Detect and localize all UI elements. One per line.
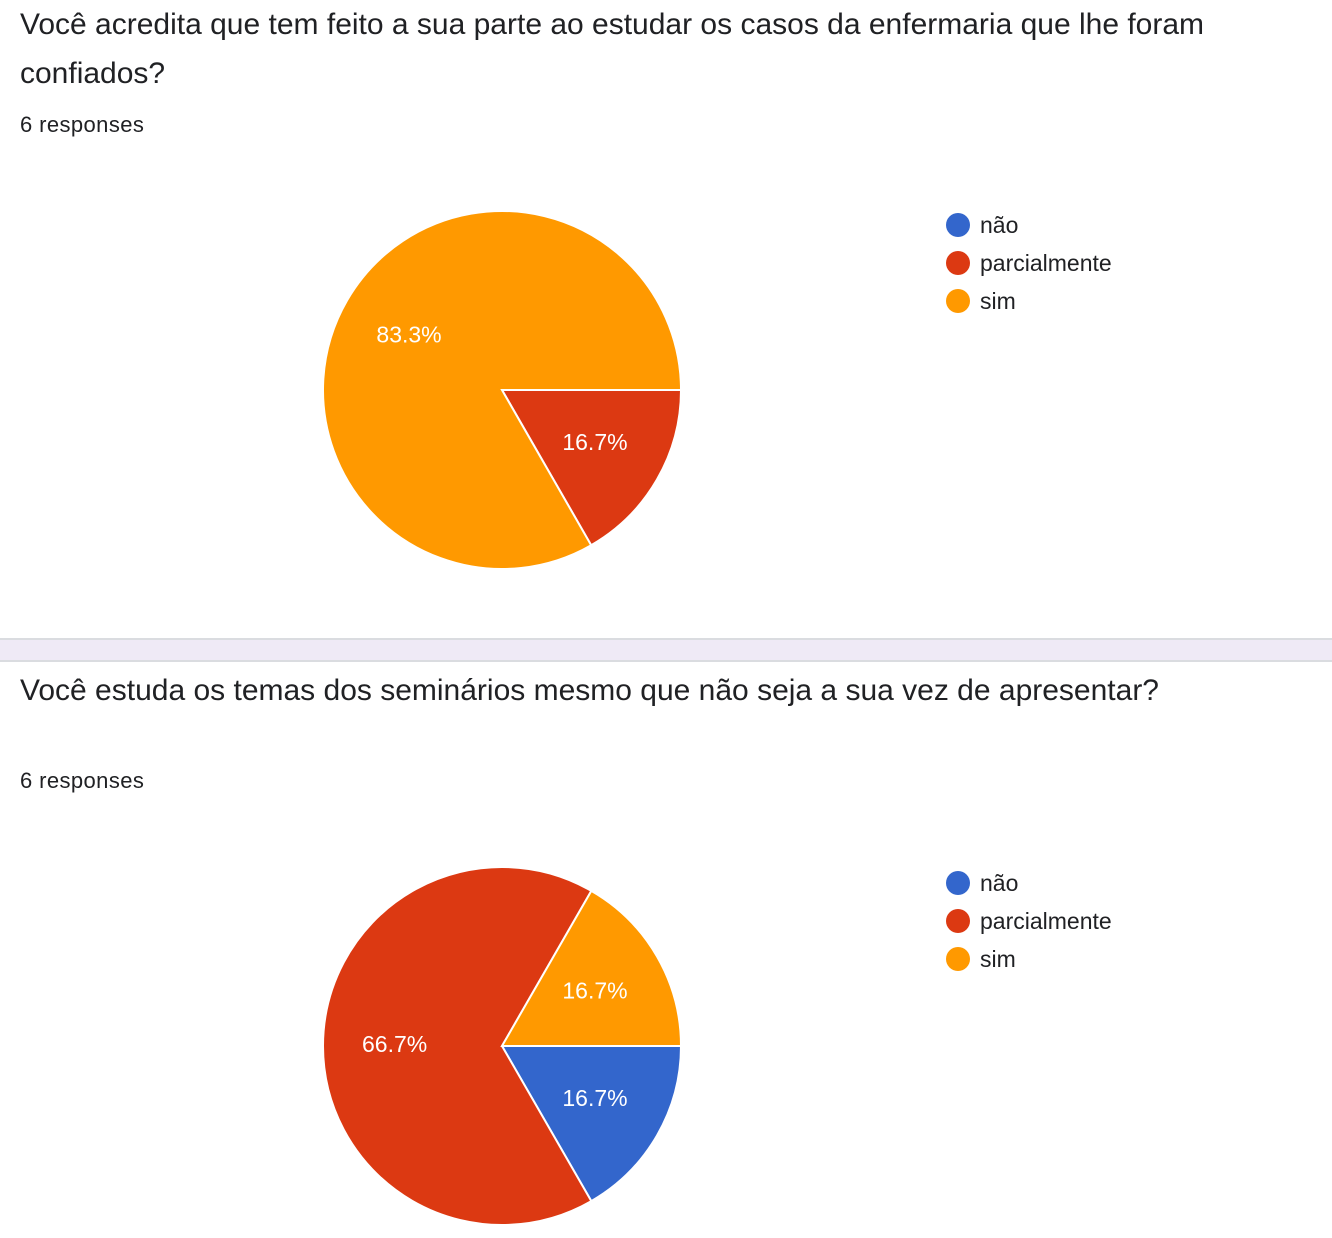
slice-percent-label: 16.7%: [562, 429, 627, 455]
slice-percent-label: 16.7%: [562, 977, 627, 1003]
chart-legend: não parcialmente sim: [946, 206, 1112, 320]
legend-dot-icon: [946, 213, 970, 237]
pie-slice-sim[interactable]: [322, 210, 683, 570]
response-count: 6 responses: [20, 768, 145, 793]
pie-slice-parcialmente[interactable]: [322, 866, 593, 1226]
pie-slice-parcialmente[interactable]: [500, 389, 683, 547]
slice-percent-label: 83.3%: [376, 321, 441, 347]
question-title: Você estuda os temas dos seminários mesm…: [20, 674, 1159, 707]
legend-label: parcialmente: [980, 249, 1112, 276]
section-divider: [0, 638, 1332, 662]
question-title: Você acredita que tem feito a sua parte …: [20, 8, 1205, 90]
legend-item-nao[interactable]: não: [946, 864, 1112, 902]
pie-slice-não[interactable]: [500, 1045, 683, 1203]
legend-dot-icon: [946, 289, 970, 313]
legend-dot-icon: [946, 947, 970, 971]
pie-chart: 16.7% 66.7% 16.7%: [322, 866, 683, 1226]
legend-label: sim: [980, 287, 1016, 314]
legend-item-sim[interactable]: sim: [946, 940, 1112, 978]
slice-percent-label: 66.7%: [362, 1031, 427, 1057]
legend-label: parcialmente: [980, 907, 1112, 934]
legend-item-nao[interactable]: não: [946, 206, 1112, 244]
chart-legend: não parcialmente sim: [946, 864, 1112, 978]
legend-item-sim[interactable]: sim: [946, 282, 1112, 320]
legend-item-parcialmente[interactable]: parcialmente: [946, 902, 1112, 940]
legend-label: não: [980, 211, 1019, 238]
legend-dot-icon: [946, 871, 970, 895]
legend-dot-icon: [946, 251, 970, 275]
legend-label: sim: [980, 945, 1016, 972]
response-count: 6 responses: [20, 112, 145, 137]
slice-percent-label: 16.7%: [562, 1085, 627, 1111]
legend-label: não: [980, 869, 1019, 896]
question-card-1: Você acredita que tem feito a sua parte …: [20, 8, 1205, 570]
legend-item-parcialmente[interactable]: parcialmente: [946, 244, 1112, 282]
pie-slice-sim[interactable]: [500, 889, 683, 1047]
legend-dot-icon: [946, 909, 970, 933]
question-card-2: Você estuda os temas dos seminários mesm…: [0, 662, 1332, 1234]
pie-chart: 16.7% 83.3%: [322, 210, 683, 570]
